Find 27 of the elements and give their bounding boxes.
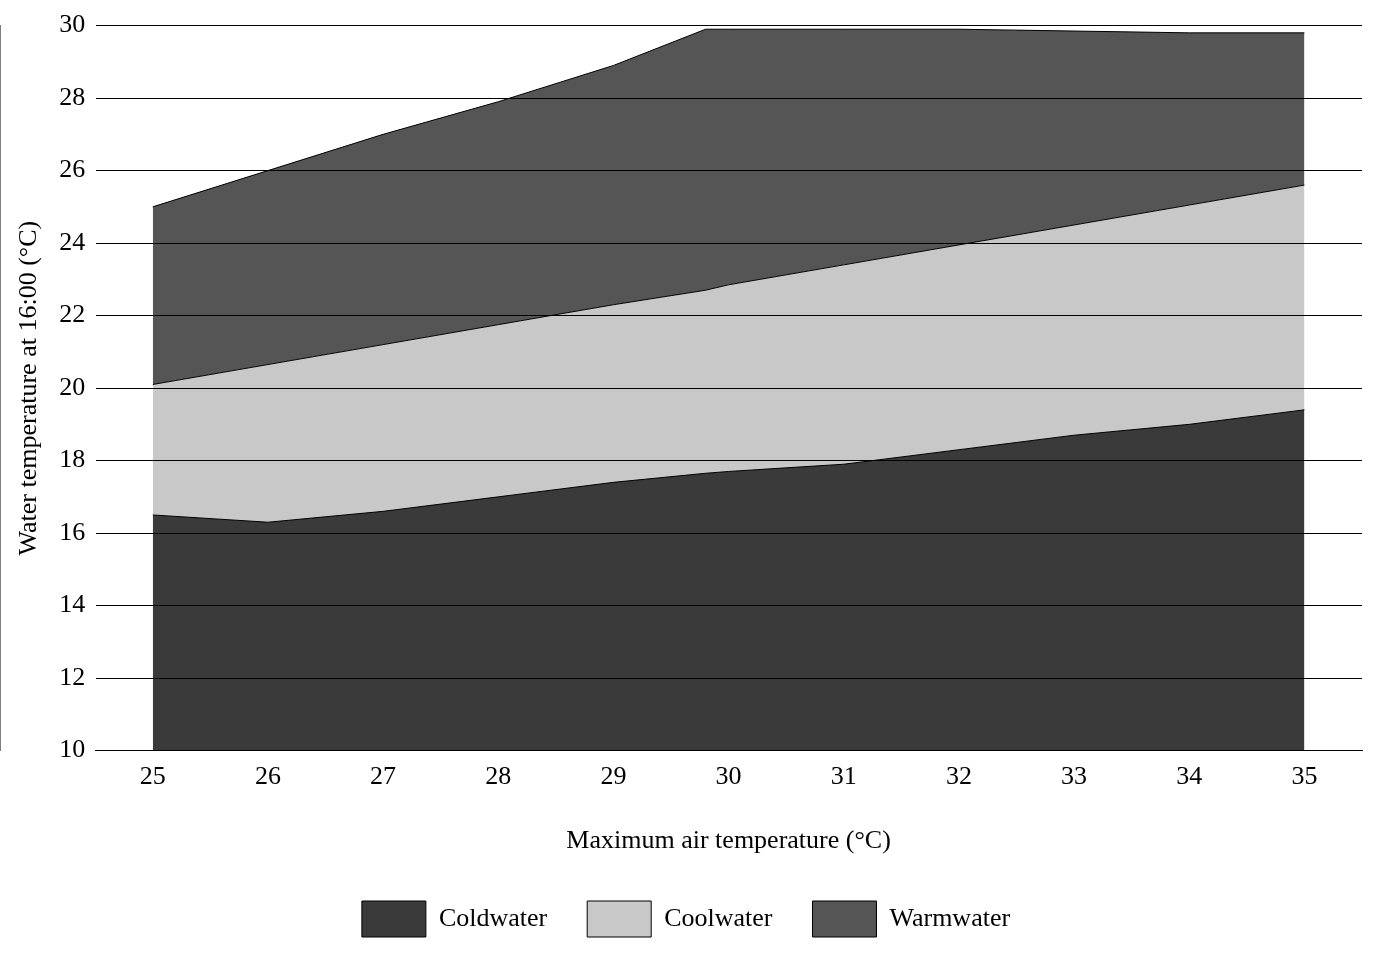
- legend-label: Warmwater: [889, 902, 1011, 932]
- y-tick-label: 24: [59, 226, 86, 256]
- x-tick-label: 34: [1176, 761, 1203, 791]
- x-axis-title: Maximum air temperature (°C): [566, 825, 891, 855]
- y-tick-label: 22: [59, 299, 86, 329]
- x-tick-label: 32: [945, 761, 972, 791]
- y-axis-title: Water temperature at 16:00 (°C): [13, 220, 43, 556]
- x-tick-label: 25: [139, 761, 166, 791]
- x-tick-label: 33: [1061, 761, 1088, 791]
- x-tick-label: 30: [715, 761, 742, 791]
- y-tick-label: 12: [59, 661, 86, 691]
- legend-label: Coolwater: [664, 902, 773, 932]
- y-tick-label: 26: [59, 154, 86, 184]
- x-tick-label: 31: [830, 761, 857, 791]
- x-tick-label: 29: [600, 761, 627, 791]
- y-tick-label: 28: [59, 81, 86, 111]
- x-tick-label: 28: [485, 761, 512, 791]
- y-tick-label: 10: [59, 734, 86, 764]
- y-tick-label: 30: [59, 9, 86, 39]
- legend-label: Coldwater: [438, 902, 548, 932]
- x-tick-label: 35: [1291, 761, 1318, 791]
- y-tick-label: 20: [59, 371, 86, 401]
- y-tick-label: 18: [59, 444, 86, 474]
- x-tick-label: 27: [370, 761, 397, 791]
- x-tick-label: 26: [254, 761, 281, 791]
- y-tick-label: 14: [59, 589, 86, 619]
- y-tick-label: 16: [59, 516, 86, 546]
